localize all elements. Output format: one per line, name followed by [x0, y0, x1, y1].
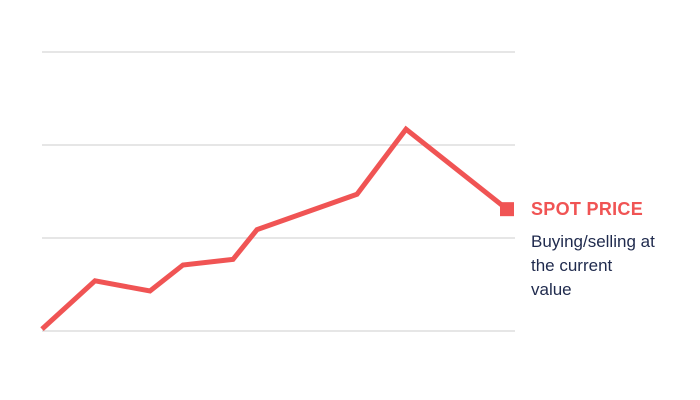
legend-description: Buying/selling at the current value	[531, 232, 655, 299]
series-line	[40, 125, 509, 331]
legend-entry: SPOT PRICE	[531, 199, 644, 219]
end-marker	[500, 202, 514, 217]
